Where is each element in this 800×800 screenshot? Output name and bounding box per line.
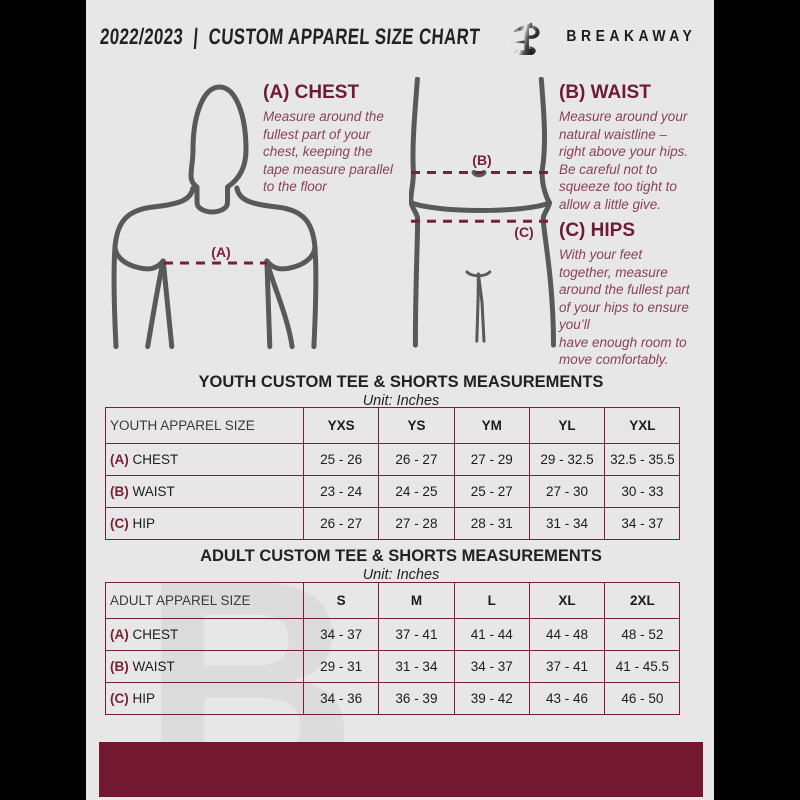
svg-text:(C): (C)	[514, 224, 533, 240]
svg-text:(A): (A)	[211, 244, 230, 260]
svg-text:(B): (B)	[472, 152, 491, 168]
